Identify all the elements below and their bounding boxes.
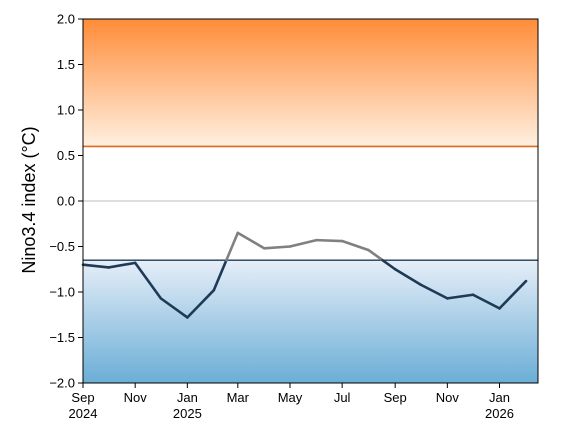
series-0-segment-1 (107, 261, 137, 269)
el-nino-band (83, 19, 538, 147)
x-tick-label-5: Jul (334, 390, 351, 405)
x-tick-label-6: Sep (384, 390, 407, 405)
series-0-segment-5a (212, 258, 228, 292)
series-0-segment-11a (367, 248, 384, 262)
series-0-segment-3 (159, 297, 189, 319)
y-tick-label-4: 0.0 (57, 194, 75, 209)
series-0-segment-12 (393, 267, 423, 287)
x-tick-label-0: Sep (71, 390, 94, 405)
series-0-segment-7 (263, 245, 292, 250)
series-0-segment-14 (446, 293, 475, 300)
series-0-segment-4 (186, 288, 216, 319)
series-0-segment-2 (133, 261, 163, 300)
x-tick-year-label-0: 2024 (69, 406, 98, 421)
y-axis-title: Nino3.4 index (°C) (19, 126, 39, 273)
series-0-segment-10 (340, 239, 370, 252)
x-tick-label-1: Nov (124, 390, 148, 405)
series-0-segment-9 (315, 238, 344, 243)
series-0-segment-13 (419, 283, 449, 300)
series-0-segment-6 (236, 231, 266, 250)
x-tick-label-3: Mar (227, 390, 250, 405)
la-nina-band (83, 260, 538, 383)
series-0-segment-0 (81, 263, 110, 269)
x-tick-label-7: Nov (436, 390, 460, 405)
x-tick-label-8: Jan (489, 390, 510, 405)
y-tick-label-6: −1.0 (49, 285, 75, 300)
x-tick-label-4: May (278, 390, 303, 405)
series-0-segment-5b (225, 231, 240, 262)
series-0-segment-15 (471, 293, 501, 310)
x-tick-label-2: Jan (177, 390, 198, 405)
y-tick-label-2: 1.0 (57, 103, 75, 118)
y-tick-label-3: 0.5 (57, 148, 75, 163)
x-tick-year-label-2: 2025 (173, 406, 202, 421)
y-axis: 2.0 1.5 1.0 0.5 0.0 −0.5 −1.0 −1.5 −2.0 (49, 12, 83, 391)
y-tick-label-7: −1.5 (49, 330, 75, 345)
y-tick-label-0: 2.0 (57, 12, 75, 27)
y-tick-label-5: −0.5 (49, 239, 75, 254)
y-tick-label-1: 1.5 (57, 57, 75, 72)
x-tick-year-label-8: 2026 (485, 406, 514, 421)
series-0-segment-11b (381, 258, 397, 271)
series-0-segment-8 (288, 238, 318, 248)
series-0-segment-16 (498, 279, 528, 310)
y-tick-label-8: −2.0 (49, 376, 75, 391)
